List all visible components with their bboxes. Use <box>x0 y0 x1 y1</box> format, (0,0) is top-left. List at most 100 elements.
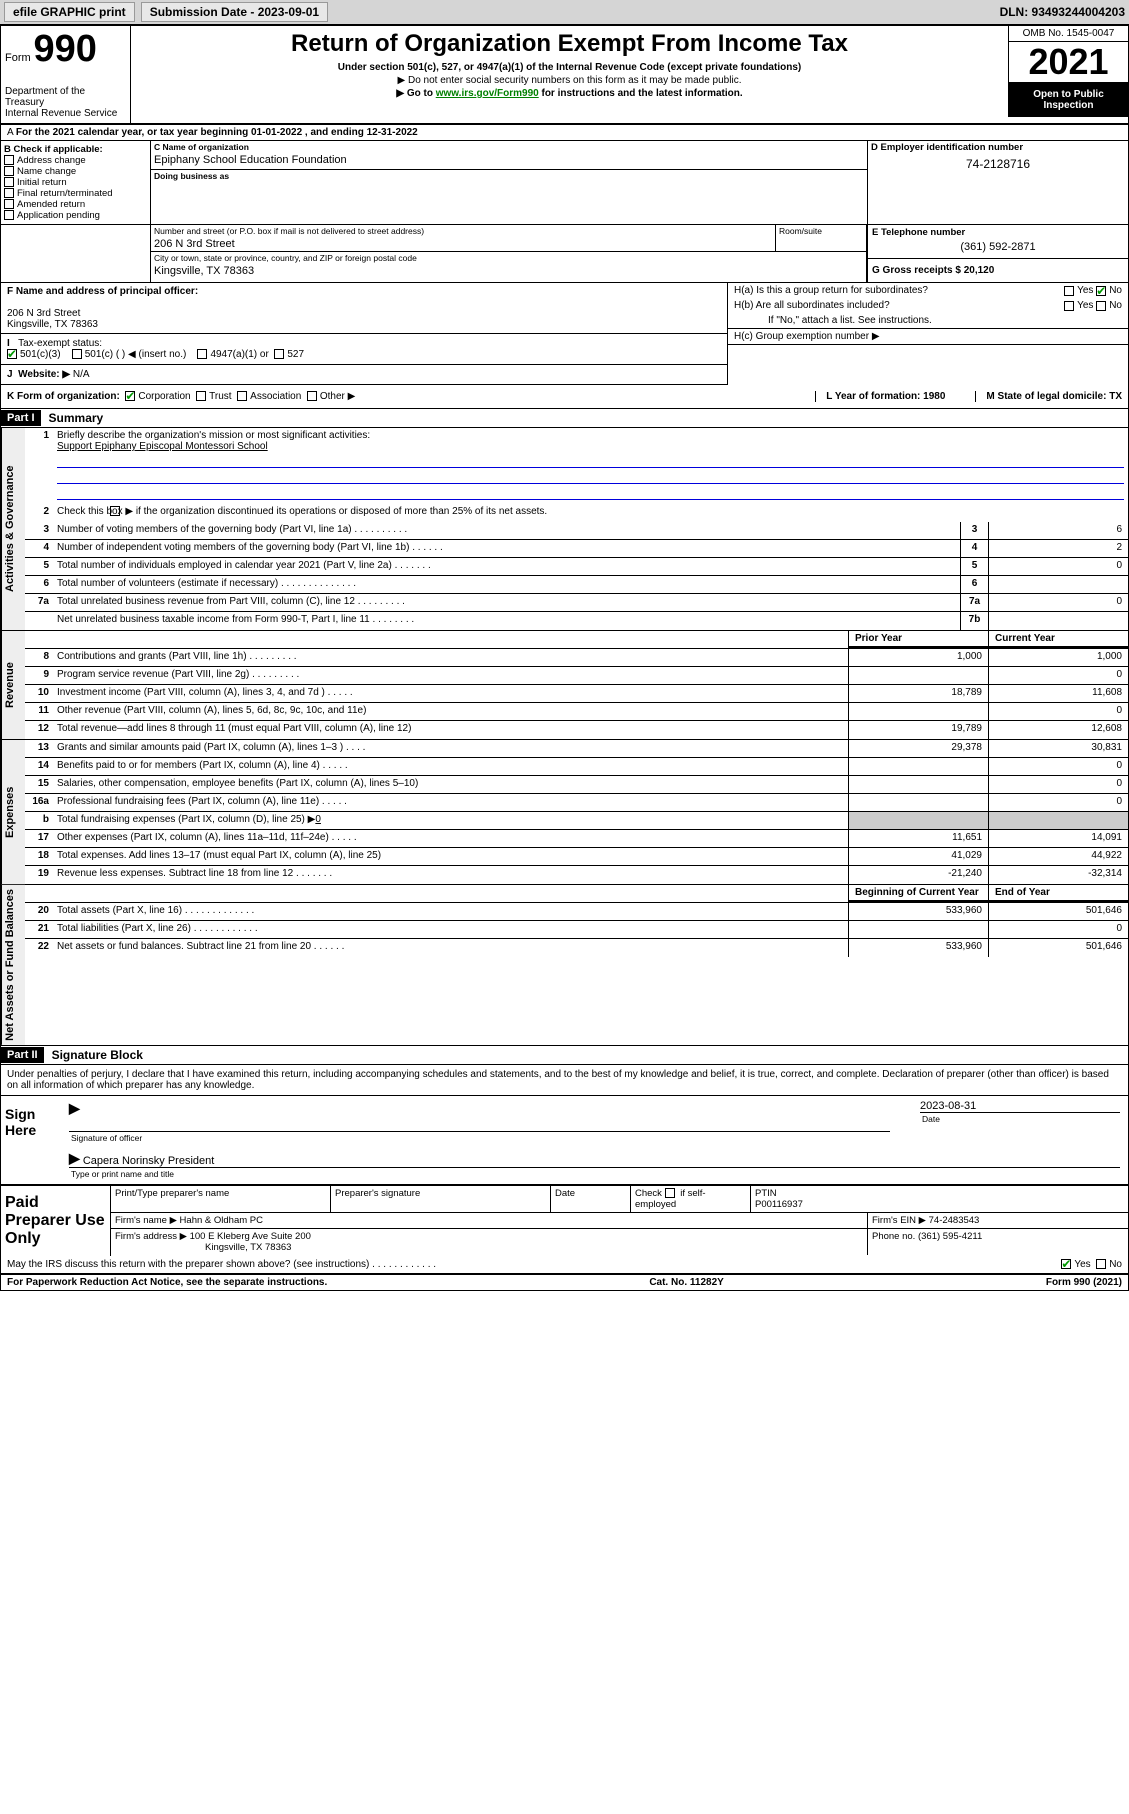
section-revenue-label: Revenue <box>1 631 25 739</box>
section-D: D Employer identification number 74-2128… <box>868 141 1128 224</box>
period-line: A For the 2021 calendar year, or tax yea… <box>1 125 1128 141</box>
net-21-end: 0 <box>988 921 1128 938</box>
footer-left: For Paperwork Reduction Act Notice, see … <box>7 1277 327 1288</box>
efile-print-button[interactable]: efile GRAPHIC print <box>4 2 135 22</box>
cb-hb-yes[interactable] <box>1064 301 1074 311</box>
net-21-beg <box>848 921 988 938</box>
city-state-zip: Kingsville, TX 78363 <box>151 264 866 278</box>
form-title: Return of Organization Exempt From Incom… <box>141 30 998 58</box>
omb-number: OMB No. 1545-0047 <box>1009 26 1128 42</box>
val-5: 0 <box>988 558 1128 575</box>
ein: 74-2128716 <box>868 154 1128 174</box>
header-note-2: ▶ Go to www.irs.gov/Form990 for instruct… <box>141 88 998 99</box>
net-20-beg: 533,960 <box>848 903 988 920</box>
section-H: H(a) Is this a group return for subordin… <box>728 283 1128 385</box>
exp-13-cur: 30,831 <box>988 740 1128 757</box>
net-22-end: 501,646 <box>988 939 1128 957</box>
sig-arrow-icon-2: ▶ <box>69 1150 80 1167</box>
exp-15-prior <box>848 776 988 793</box>
exp-16a-prior <box>848 794 988 811</box>
mission-text: Support Epiphany Episcopal Montessori Sc… <box>57 441 268 452</box>
exp-17-cur: 14,091 <box>988 830 1128 847</box>
cb-app-pending[interactable] <box>4 210 14 220</box>
submission-date-button[interactable]: Submission Date - 2023-09-01 <box>141 2 328 22</box>
cb-4947[interactable] <box>197 349 207 359</box>
cb-self-employed[interactable] <box>665 1188 675 1198</box>
sign-date: 2023-08-31 <box>920 1100 1120 1112</box>
street-address: 206 N 3rd Street <box>151 237 775 251</box>
sig-arrow-icon: ▶ <box>69 1100 80 1117</box>
net-20-end: 501,646 <box>988 903 1128 920</box>
officer-name: Capera Norinsky President <box>83 1155 214 1167</box>
form-word: Form <box>5 52 31 64</box>
val-3: 6 <box>988 522 1128 539</box>
year-formation: L Year of formation: 1980 <box>815 391 945 402</box>
rev-8-cur: 1,000 <box>988 649 1128 666</box>
rev-9-cur: 0 <box>988 667 1128 684</box>
paid-preparer-label: Paid Preparer Use Only <box>1 1186 111 1256</box>
rev-8-prior: 1,000 <box>848 649 988 666</box>
footer-form: Form 990 (2021) <box>1046 1277 1122 1288</box>
cb-trust[interactable] <box>196 391 206 401</box>
cb-addr-change[interactable] <box>4 155 14 165</box>
val-4: 2 <box>988 540 1128 557</box>
cb-other[interactable] <box>307 391 317 401</box>
section-I: I Tax-exempt status: 501(c)(3) 501(c) ( … <box>1 334 727 365</box>
form-subtitle: Under section 501(c), 527, or 4947(a)(1)… <box>141 62 998 73</box>
org-name: Epiphany School Education Foundation <box>151 153 867 169</box>
rev-10-prior: 18,789 <box>848 685 988 702</box>
part-1-label: Part I <box>1 410 41 426</box>
exp-14-cur: 0 <box>988 758 1128 775</box>
cb-final[interactable] <box>4 188 14 198</box>
cb-527[interactable] <box>274 349 284 359</box>
part-2-label: Part II <box>1 1047 44 1063</box>
exp-18-cur: 44,922 <box>988 848 1128 865</box>
dba <box>151 182 867 186</box>
cb-initial[interactable] <box>4 177 14 187</box>
dln-label: DLN: 93493244004203 <box>1000 5 1125 19</box>
net-22-beg: 533,960 <box>848 939 988 957</box>
part-1-title: Summary <box>41 409 112 427</box>
cb-ha-yes[interactable] <box>1064 286 1074 296</box>
tax-year: 2021 <box>1009 42 1128 83</box>
dept-label: Department of the Treasury <box>5 86 126 108</box>
rev-12-prior: 19,789 <box>848 721 988 739</box>
header-note-1: ▶ Do not enter social security numbers o… <box>141 75 998 86</box>
rev-12-cur: 12,608 <box>988 721 1128 739</box>
cb-501c3[interactable] <box>7 349 17 359</box>
cb-amended[interactable] <box>4 199 14 209</box>
val-7b <box>988 612 1128 630</box>
firm-ein: 74-2483543 <box>929 1215 980 1226</box>
open-to-public: Open to Public Inspection <box>1009 83 1128 117</box>
val-7a: 0 <box>988 594 1128 611</box>
state-domicile: M State of legal domicile: TX <box>975 391 1122 402</box>
cb-corp[interactable] <box>125 391 135 401</box>
section-expenses-label: Expenses <box>1 740 25 884</box>
part-2-title: Signature Block <box>44 1046 151 1064</box>
rev-11-prior <box>848 703 988 720</box>
section-governance-label: Activities & Governance <box>1 428 25 630</box>
cb-hb-no[interactable] <box>1096 301 1106 311</box>
cb-name-change[interactable] <box>4 166 14 176</box>
section-C: C Name of organization Epiphany School E… <box>151 141 868 224</box>
cb-assoc[interactable] <box>237 391 247 401</box>
section-net-label: Net Assets or Fund Balances <box>1 885 25 1045</box>
cb-501c[interactable] <box>72 349 82 359</box>
firm-addr2: Kingsville, TX 78363 <box>205 1242 291 1253</box>
irs-discuss-text: May the IRS discuss this return with the… <box>7 1259 436 1270</box>
exp-13-prior: 29,378 <box>848 740 988 757</box>
cb-discontinued[interactable] <box>110 506 120 516</box>
rev-11-cur: 0 <box>988 703 1128 720</box>
irs-label: Internal Revenue Service <box>5 108 126 119</box>
cb-discuss-no[interactable] <box>1096 1259 1106 1269</box>
exp-19-cur: -32,314 <box>988 866 1128 884</box>
exp-14-prior <box>848 758 988 775</box>
irs-link[interactable]: www.irs.gov/Form990 <box>436 88 539 99</box>
firm-addr1: 100 E Kleberg Ave Suite 200 <box>190 1231 311 1242</box>
cb-discuss-yes[interactable] <box>1061 1259 1071 1269</box>
penalty-statement: Under penalties of perjury, I declare th… <box>1 1065 1128 1095</box>
firm-phone: (361) 595-4211 <box>918 1231 982 1242</box>
section-B: B Check if applicable: Address change Na… <box>1 141 151 224</box>
rev-9-prior <box>848 667 988 684</box>
cb-ha-no[interactable] <box>1096 286 1106 296</box>
